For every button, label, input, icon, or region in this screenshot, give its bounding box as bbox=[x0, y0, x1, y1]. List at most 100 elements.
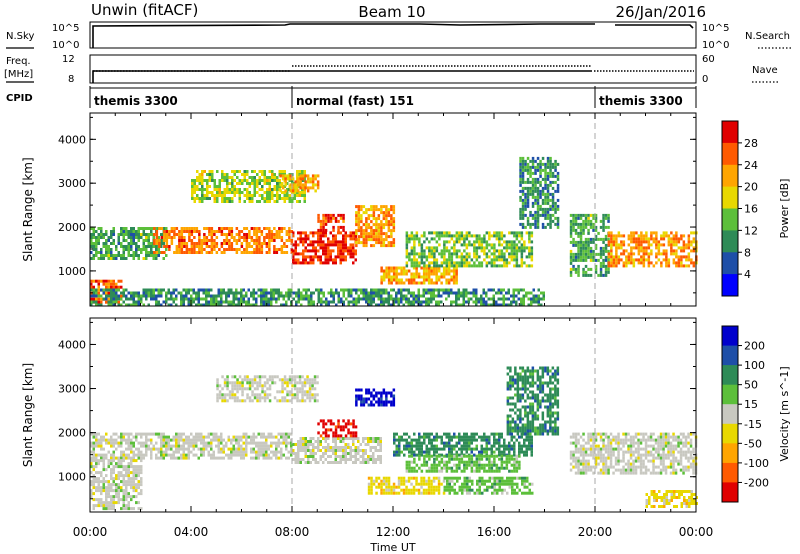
data-cell bbox=[455, 249, 459, 253]
data-cell bbox=[157, 251, 160, 254]
data-cell bbox=[137, 236, 140, 239]
data-cell bbox=[425, 288, 428, 292]
data-cell bbox=[253, 188, 256, 191]
data-cell bbox=[349, 431, 353, 435]
data-cell bbox=[572, 255, 575, 259]
data-cell bbox=[455, 237, 459, 241]
data-cell bbox=[115, 474, 118, 478]
data-cell bbox=[594, 216, 598, 220]
data-cell bbox=[322, 261, 325, 265]
data-cell bbox=[529, 222, 532, 226]
data-cell bbox=[508, 246, 511, 250]
data-cell bbox=[217, 288, 220, 292]
data-cell bbox=[475, 444, 478, 448]
data-cell bbox=[437, 291, 440, 295]
data-cell bbox=[208, 197, 211, 200]
data-cell bbox=[220, 432, 223, 436]
data-cell bbox=[187, 435, 190, 439]
data-cell bbox=[604, 255, 608, 259]
data-cell bbox=[602, 258, 605, 262]
data-cell bbox=[287, 450, 290, 454]
data-cell bbox=[107, 486, 110, 490]
data-cell bbox=[612, 234, 616, 238]
data-cell bbox=[162, 300, 165, 304]
data-cell bbox=[250, 450, 253, 454]
data-cell bbox=[483, 240, 486, 244]
data-cell bbox=[524, 204, 527, 208]
data-cell bbox=[380, 275, 383, 279]
data-cell bbox=[288, 227, 291, 230]
data-cell bbox=[110, 230, 113, 233]
data-cell bbox=[392, 288, 395, 292]
data-cell bbox=[556, 225, 560, 229]
data-cell bbox=[453, 261, 456, 265]
data-cell bbox=[450, 261, 454, 265]
data-cell bbox=[180, 456, 183, 460]
data-cell bbox=[482, 288, 485, 292]
data-cell bbox=[299, 446, 302, 449]
data-cell bbox=[132, 297, 135, 301]
data-cell bbox=[542, 294, 545, 298]
data-cell bbox=[500, 252, 504, 256]
data-cell bbox=[218, 248, 221, 251]
data-cell bbox=[640, 246, 643, 250]
data-cell bbox=[546, 156, 550, 160]
data-cell bbox=[127, 242, 130, 245]
data-cell bbox=[125, 447, 128, 451]
data-cell bbox=[243, 236, 246, 239]
data-cell bbox=[273, 251, 276, 254]
data-cell bbox=[692, 264, 696, 268]
data-cell bbox=[282, 453, 285, 457]
data-cell bbox=[615, 249, 618, 253]
data-cell bbox=[395, 297, 398, 301]
data-cell bbox=[427, 291, 430, 295]
data-cell bbox=[642, 255, 646, 259]
data-cell bbox=[675, 252, 678, 256]
data-cell bbox=[92, 230, 95, 233]
data-cell bbox=[390, 217, 393, 221]
data-cell bbox=[487, 288, 490, 292]
data-cell bbox=[240, 294, 243, 298]
data-cell bbox=[207, 432, 210, 436]
data-cell bbox=[513, 258, 516, 262]
data-cell bbox=[112, 495, 115, 499]
data-cell bbox=[549, 162, 552, 166]
data-cell bbox=[584, 225, 588, 229]
data-cell bbox=[342, 255, 345, 259]
data-cell bbox=[170, 239, 174, 242]
data-cell bbox=[263, 239, 266, 242]
data-cell bbox=[362, 235, 366, 239]
data-cell bbox=[223, 197, 226, 200]
data-cell bbox=[250, 239, 254, 242]
data-cell bbox=[617, 234, 621, 238]
data-cell bbox=[220, 435, 223, 439]
data-cell bbox=[344, 243, 347, 247]
data-cell bbox=[292, 458, 295, 461]
data-cell bbox=[253, 227, 256, 230]
data-cell bbox=[544, 201, 547, 205]
data-cell bbox=[334, 434, 338, 438]
data-cell bbox=[92, 504, 95, 508]
data-cell bbox=[415, 264, 419, 268]
data-cell bbox=[117, 435, 120, 439]
data-cell bbox=[95, 300, 98, 304]
data-cell bbox=[360, 403, 363, 407]
data-cell bbox=[655, 234, 658, 238]
data-cell bbox=[147, 254, 150, 257]
data-cell bbox=[175, 303, 178, 307]
data-cell bbox=[541, 162, 545, 166]
data-cell bbox=[526, 171, 530, 175]
data-cell bbox=[393, 450, 396, 454]
data-cell bbox=[445, 435, 448, 439]
data-cell bbox=[205, 303, 208, 307]
data-cell bbox=[387, 226, 391, 230]
data-cell bbox=[625, 261, 628, 265]
data-cell bbox=[445, 272, 448, 276]
data-cell bbox=[160, 453, 163, 457]
data-cell bbox=[574, 243, 578, 247]
data-cell bbox=[262, 291, 265, 295]
data-cell bbox=[667, 264, 671, 268]
data-cell bbox=[423, 435, 426, 439]
data-cell bbox=[355, 232, 358, 236]
data-cell bbox=[210, 300, 213, 304]
